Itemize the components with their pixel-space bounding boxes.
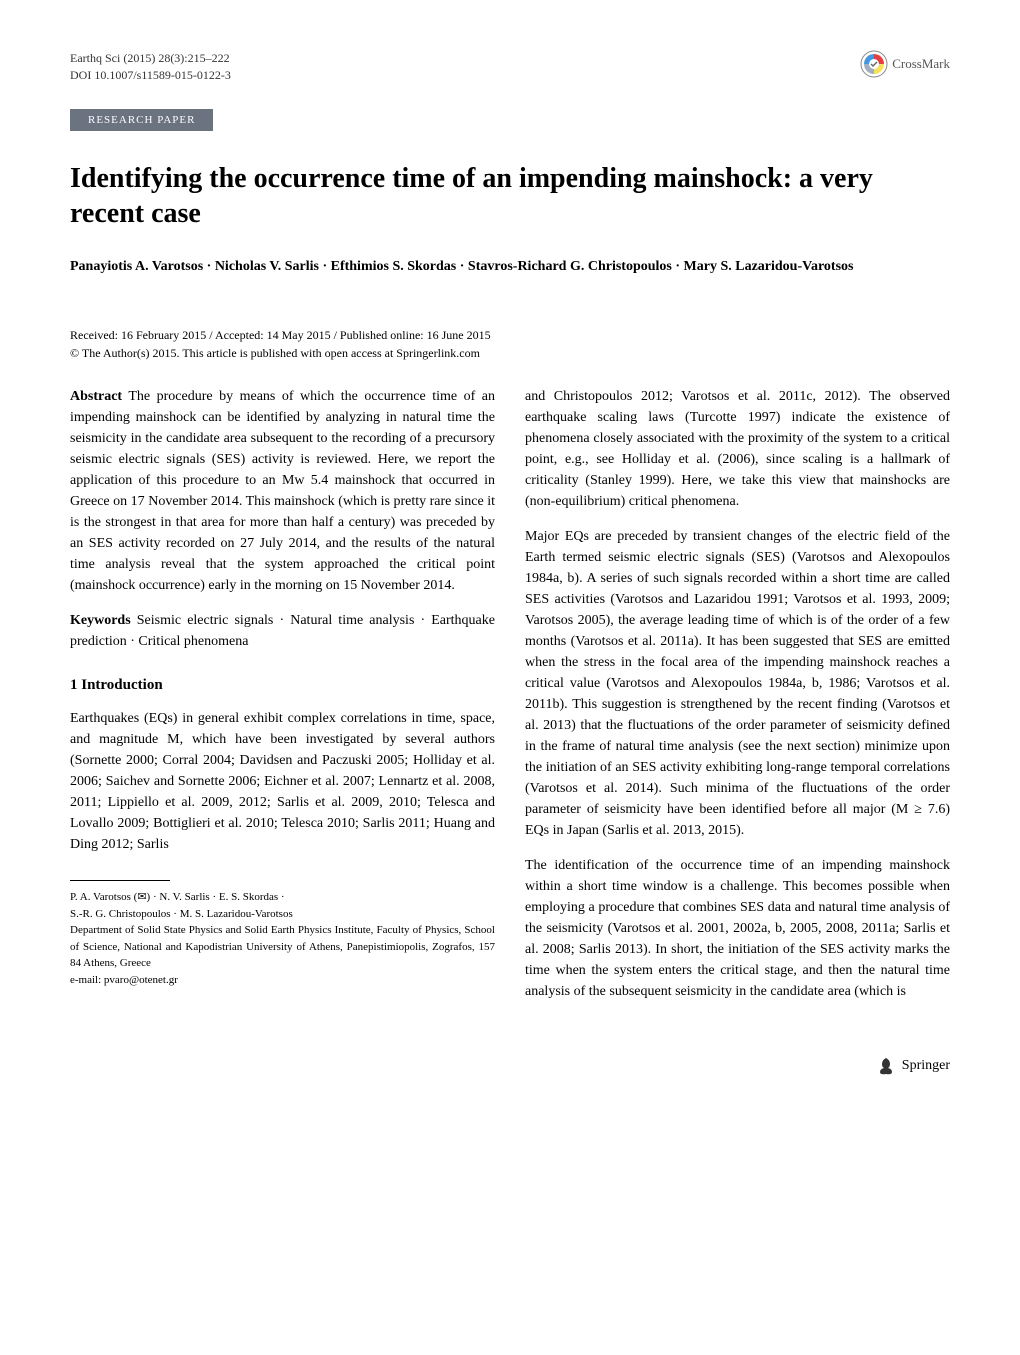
footnote-separator <box>70 880 170 881</box>
springer-logo-icon <box>876 1056 896 1076</box>
footnote-line-1: P. A. Varotsos (✉) · N. V. Sarlis · E. S… <box>70 889 495 906</box>
abstract-paragraph: Abstract The procedure by means of which… <box>70 386 495 596</box>
abstract-text: The procedure by means of which the occu… <box>70 389 495 593</box>
left-column: Abstract The procedure by means of which… <box>70 386 495 1016</box>
section-1-heading: 1 Introduction <box>70 674 495 697</box>
copyright-line: © The Author(s) 2015. This article is pu… <box>70 346 950 361</box>
footnote-line-2: S.-R. G. Christopoulos · M. S. Lazaridou… <box>70 906 495 923</box>
header-row: Earthq Sci (2015) 28(3):215–222 DOI 10.1… <box>70 50 950 84</box>
keywords-paragraph: Keywords Seismic electric signals · Natu… <box>70 610 495 652</box>
publication-dates: Received: 16 February 2015 / Accepted: 1… <box>70 328 950 343</box>
authors-list: Panayiotis A. Varotsos · Nicholas V. Sar… <box>70 256 950 278</box>
keywords-label: Keywords <box>70 613 131 628</box>
footnote-line-4: e-mail: pvaro@otenet.gr <box>70 972 495 989</box>
crossmark-badge[interactable]: CrossMark <box>860 50 950 78</box>
right-column: and Christopoulos 2012; Varotsos et al. … <box>525 386 950 1016</box>
intro-paragraph-1: Earthquakes (EQs) in general exhibit com… <box>70 708 495 855</box>
journal-citation: Earthq Sci (2015) 28(3):215–222 <box>70 50 231 67</box>
doi: DOI 10.1007/s11589-015-0122-3 <box>70 67 231 84</box>
right-paragraph-2: Major EQs are preceded by transient chan… <box>525 526 950 841</box>
page-footer: Springer <box>70 1056 950 1076</box>
abstract-label: Abstract <box>70 389 122 404</box>
keywords-text: Seismic electric signals · Natural time … <box>70 613 495 649</box>
crossmark-icon <box>860 50 888 78</box>
right-paragraph-1: and Christopoulos 2012; Varotsos et al. … <box>525 386 950 512</box>
springer-text: Springer <box>902 1058 950 1074</box>
footnote-line-3: Department of Solid State Physics and So… <box>70 922 495 972</box>
crossmark-label: CrossMark <box>892 56 950 72</box>
two-column-body: Abstract The procedure by means of which… <box>70 386 950 1016</box>
journal-info: Earthq Sci (2015) 28(3):215–222 DOI 10.1… <box>70 50 231 84</box>
article-type-badge: RESEARCH PAPER <box>70 109 213 131</box>
article-title: Identifying the occurrence time of an im… <box>70 161 950 231</box>
author-footnote: P. A. Varotsos (✉) · N. V. Sarlis · E. S… <box>70 889 495 988</box>
right-paragraph-3: The identification of the occurrence tim… <box>525 855 950 1002</box>
